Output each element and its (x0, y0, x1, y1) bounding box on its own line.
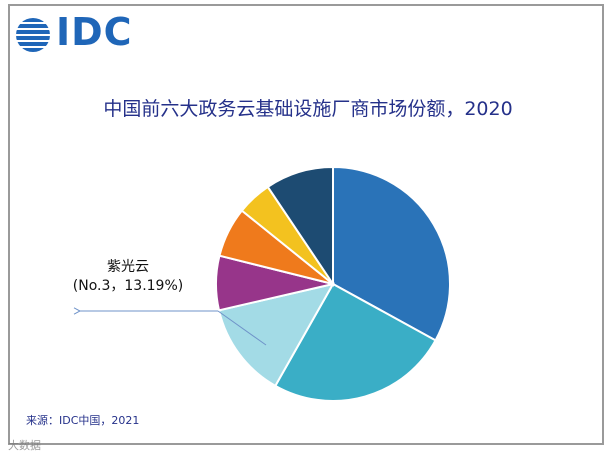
pie-slice-3 (217, 282, 335, 388)
idc-logo-text: IDC (56, 10, 133, 54)
annotation-leader-line (217, 310, 267, 346)
source-note: 来源：IDC中国，2021 (26, 414, 140, 427)
pie-slice-7 (266, 165, 334, 288)
pie-slices (215, 165, 451, 402)
pie-slice-1 (332, 165, 451, 342)
pie-chart: 紫光云 (No.3，13.19%) (73, 165, 451, 402)
slide-frame: IDC 中国前六大政务云基础设施厂商市场份额，2020 紫光云 (No.3，13… (8, 4, 604, 445)
annotation-name: 紫光云 (107, 259, 149, 275)
idc-globe-icon (16, 18, 50, 52)
pie-slice-2 (273, 282, 437, 402)
annotation-rank-share: (No.3，13.19%) (73, 278, 183, 294)
chart-title: 中国前六大政务云基础设施厂商市场份额，2020 (103, 98, 513, 120)
watermark-text: 大数据 (8, 439, 41, 452)
